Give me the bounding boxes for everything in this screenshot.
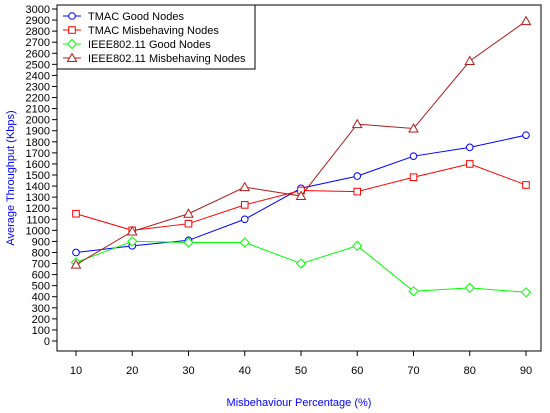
y-tick-label: 3000 <box>26 4 50 16</box>
legend: TMAC Good Nodes TMAC Misbehaving Nodes IEE… <box>56 4 256 70</box>
legend-label: TMAC Misbehaving Nodes <box>88 25 219 37</box>
x-tick-label: 50 <box>295 365 307 377</box>
x-tick-label: 90 <box>520 365 532 377</box>
y-tick-label: 600 <box>32 270 50 282</box>
data-point <box>72 209 80 218</box>
y-tick-label: 1600 <box>26 159 50 171</box>
x-tick-label: 40 <box>239 365 251 377</box>
y-tick-label: 2000 <box>26 115 50 127</box>
data-point <box>353 172 362 180</box>
y-tick-label: 2800 <box>26 26 50 38</box>
data-point <box>295 190 307 201</box>
x-tick-label: 70 <box>407 365 419 377</box>
x-tick-label: 30 <box>182 365 194 377</box>
data-point <box>239 237 250 248</box>
x-tick-label: 80 <box>464 365 476 377</box>
data-point <box>183 208 194 218</box>
data-point <box>408 123 419 133</box>
data-point <box>127 236 138 247</box>
legend-marker <box>66 38 78 50</box>
y-tick-label: 2500 <box>26 59 50 71</box>
y-tick-label: 800 <box>32 247 50 259</box>
y-tick-label: 400 <box>32 292 50 304</box>
data-point <box>409 173 418 182</box>
y-tick-label: 2200 <box>26 93 50 105</box>
legend-label: IEEE802.11 Misbehaving Nodes <box>88 53 246 65</box>
data-point <box>72 248 80 257</box>
y-axis: 0100200300400500600700800900100011001200… <box>26 4 57 348</box>
data-point <box>522 181 530 189</box>
data-point <box>408 285 419 297</box>
legend-label: TMAC Good Nodes <box>88 11 184 23</box>
y-tick-label: 2400 <box>26 70 50 82</box>
y-tick-label: 1400 <box>26 181 50 193</box>
series-3 <box>70 236 532 298</box>
legend-item: TMAC Misbehaving Nodes <box>63 25 219 37</box>
data-point <box>520 287 532 298</box>
series-4 <box>70 15 532 269</box>
x-axis: 10 20 30 40 50 60 70 80 90 <box>70 351 532 377</box>
y-tick-label: 500 <box>32 281 50 293</box>
y-tick-label: 1100 <box>26 214 50 226</box>
data-point <box>520 15 532 26</box>
x-axis-title: Misbehaviour Percentage (%) <box>227 397 372 409</box>
data-point <box>409 152 418 160</box>
y-tick-label: 2600 <box>26 48 50 60</box>
data-point <box>352 240 363 252</box>
plot-frame <box>56 4 542 352</box>
y-tick-label: 300 <box>32 303 50 315</box>
legend-marker <box>68 12 76 20</box>
legend-item: IEEE802.11 Misbehaving Nodes <box>63 52 246 65</box>
y-tick-label: 1000 <box>26 225 50 237</box>
data-point <box>464 55 476 66</box>
data-point <box>183 237 194 248</box>
y-tick-label: 700 <box>32 259 50 271</box>
data-point <box>70 259 82 269</box>
y-tick-label: 900 <box>32 236 50 248</box>
data-point <box>351 118 363 129</box>
data-point <box>465 160 474 168</box>
legend-box <box>56 4 256 70</box>
x-tick-label: 20 <box>126 365 138 377</box>
data-point <box>126 225 138 236</box>
legend-item: TMAC Good Nodes <box>63 11 184 23</box>
y-tick-label: 1900 <box>26 126 50 138</box>
y-tick-label: 2300 <box>26 81 50 93</box>
x-tick-label: 60 <box>351 365 363 377</box>
data-point <box>465 143 474 152</box>
legend-marker <box>68 26 76 34</box>
y-tick-label: 1200 <box>26 203 50 215</box>
legend-label: IEEE802.11 Good Nodes <box>88 39 211 51</box>
y-axis-title: Average Throughput (Kbps) <box>5 110 17 245</box>
data-point <box>239 181 251 192</box>
y-tick-label: 2100 <box>26 104 50 116</box>
y-tick-label: 2900 <box>26 15 50 27</box>
data-point <box>522 131 530 139</box>
y-tick-label: 2700 <box>26 37 50 49</box>
legend-marker <box>66 52 78 62</box>
legend-item: IEEE802.11 Good Nodes <box>63 38 211 51</box>
y-tick-label: 100 <box>32 325 50 337</box>
data-point <box>295 258 307 269</box>
y-tick-label: 200 <box>32 314 50 326</box>
y-tick-label: 1300 <box>26 192 50 204</box>
data-point <box>240 201 249 209</box>
y-tick-label: 1500 <box>26 170 50 182</box>
y-tick-label: 1800 <box>26 137 50 149</box>
x-tick-label: 10 <box>70 365 82 377</box>
data-point <box>464 282 475 294</box>
data-point <box>184 219 193 228</box>
y-tick-label: 0 <box>44 336 50 348</box>
data-point <box>240 215 249 224</box>
data-point <box>353 187 362 196</box>
y-tick-label: 1700 <box>26 148 50 160</box>
series-layer <box>70 15 532 298</box>
